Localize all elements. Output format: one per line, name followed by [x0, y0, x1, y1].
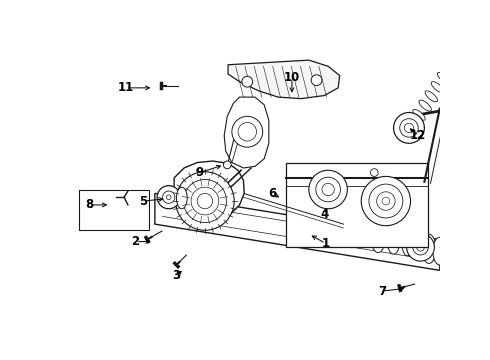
Ellipse shape	[438, 72, 450, 83]
Ellipse shape	[320, 216, 328, 236]
Circle shape	[316, 177, 341, 202]
Circle shape	[370, 169, 378, 176]
Circle shape	[157, 186, 180, 209]
Ellipse shape	[415, 236, 423, 257]
Circle shape	[238, 122, 257, 141]
Circle shape	[416, 243, 424, 251]
Ellipse shape	[371, 223, 385, 253]
Bar	[79, 189, 149, 230]
Circle shape	[183, 180, 226, 222]
Text: 12: 12	[410, 129, 426, 142]
Ellipse shape	[413, 109, 425, 120]
Circle shape	[232, 116, 263, 147]
Text: 3: 3	[172, 269, 180, 282]
Circle shape	[191, 187, 219, 215]
Text: 8: 8	[85, 198, 94, 211]
Circle shape	[223, 161, 231, 169]
Circle shape	[311, 75, 322, 86]
Circle shape	[163, 191, 175, 203]
Circle shape	[309, 170, 347, 209]
Ellipse shape	[443, 63, 456, 74]
Ellipse shape	[407, 118, 419, 130]
Circle shape	[197, 193, 213, 209]
Text: 1: 1	[322, 237, 330, 250]
Text: 9: 9	[196, 166, 204, 179]
Circle shape	[413, 239, 428, 255]
Text: 4: 4	[320, 208, 328, 221]
Circle shape	[404, 123, 414, 132]
Text: 5: 5	[139, 194, 147, 208]
Polygon shape	[224, 97, 269, 168]
Ellipse shape	[340, 220, 347, 238]
Circle shape	[175, 172, 234, 230]
Circle shape	[361, 176, 411, 226]
Circle shape	[407, 233, 435, 261]
Ellipse shape	[419, 100, 431, 111]
Ellipse shape	[388, 228, 400, 254]
Ellipse shape	[431, 82, 443, 93]
Circle shape	[393, 112, 424, 143]
Circle shape	[322, 183, 334, 195]
Circle shape	[369, 184, 403, 218]
Ellipse shape	[176, 187, 187, 209]
Text: 7: 7	[378, 285, 386, 298]
Text: 2: 2	[131, 235, 140, 248]
Circle shape	[242, 76, 253, 87]
Ellipse shape	[433, 237, 447, 265]
Polygon shape	[228, 60, 340, 99]
Polygon shape	[174, 161, 244, 219]
Circle shape	[167, 195, 171, 199]
Text: 10: 10	[284, 71, 300, 84]
Text: 6: 6	[268, 187, 276, 200]
Text: 11: 11	[118, 81, 134, 94]
Polygon shape	[155, 193, 440, 270]
Ellipse shape	[422, 234, 436, 264]
Circle shape	[377, 192, 395, 210]
Ellipse shape	[425, 91, 438, 102]
Circle shape	[382, 197, 390, 205]
Bar	[286, 163, 428, 247]
Ellipse shape	[402, 233, 413, 256]
Ellipse shape	[356, 223, 362, 239]
Circle shape	[400, 119, 418, 137]
